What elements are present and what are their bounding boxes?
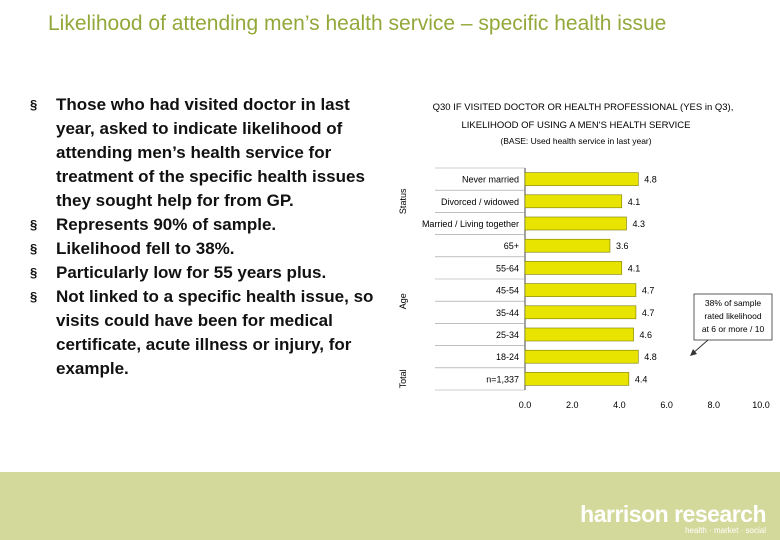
x-tick-label: 8.0 bbox=[708, 400, 721, 410]
data-label: 4.7 bbox=[642, 308, 655, 318]
x-tick-label: 10.0 bbox=[752, 400, 770, 410]
bullet-marker: § bbox=[30, 217, 38, 232]
category-label: 25-34 bbox=[496, 330, 519, 340]
data-label: 4.8 bbox=[644, 175, 657, 185]
category-label: Married / Living together bbox=[422, 219, 519, 229]
bar bbox=[524, 305, 637, 320]
bullet-marker: § bbox=[30, 97, 38, 112]
category-label: 18-24 bbox=[496, 352, 519, 362]
logo-text: harrison research bbox=[580, 501, 766, 527]
bar-chart: Q30 IF VISITED DOCTOR OR HEALTH PROFESSI… bbox=[398, 102, 773, 410]
group-label: Age bbox=[398, 293, 408, 309]
annotation-text: at 6 or more / 10 bbox=[702, 324, 765, 334]
bullet-marker: § bbox=[30, 265, 38, 280]
bullet-marker: § bbox=[30, 289, 38, 304]
chart-title-line: LIKELIHOOD OF USING A MEN'S HEALTH SERVI… bbox=[462, 120, 691, 131]
bullet-text: Not linked to a specific health issue, s… bbox=[56, 287, 374, 378]
bar bbox=[524, 349, 639, 364]
bar bbox=[524, 238, 611, 253]
group-label: Total bbox=[398, 369, 408, 388]
data-label: 4.1 bbox=[628, 263, 641, 273]
bullet-list: § Those who had visited doctor in last ye… bbox=[30, 93, 380, 381]
bullet-item: § Likelihood fell to 38%. bbox=[30, 237, 380, 261]
bullet-text: Represents 90% of sample. bbox=[56, 215, 277, 234]
x-tick-label: 6.0 bbox=[660, 400, 673, 410]
data-label: 4.7 bbox=[642, 286, 655, 296]
bar bbox=[524, 194, 623, 209]
bullet-item: § Those who had visited doctor in last ye… bbox=[30, 93, 380, 213]
chart-container: Q30 IF VISITED DOCTOR OR HEALTH PROFESSI… bbox=[388, 96, 778, 416]
x-tick-label: 2.0 bbox=[566, 400, 579, 410]
bullet-item: § Particularly low for 55 years plus. bbox=[30, 261, 380, 285]
annotation-text: rated likelihood bbox=[704, 311, 761, 321]
x-tick-label: 0.0 bbox=[519, 400, 532, 410]
bar bbox=[524, 327, 634, 342]
bullet-item: § Not linked to a specific health issue, … bbox=[30, 285, 380, 381]
annotation-box bbox=[693, 293, 773, 341]
bar bbox=[524, 261, 623, 275]
logo-tagline: health · market · social bbox=[685, 526, 766, 535]
bar bbox=[524, 283, 637, 297]
annotation-text: 38% of sample bbox=[705, 298, 761, 308]
data-label: 3.6 bbox=[616, 241, 629, 251]
annotation-arrowhead bbox=[690, 349, 697, 356]
brand-logo: harrison research health · market · soci… bbox=[580, 502, 766, 536]
category-label: n=1,337 bbox=[486, 374, 519, 384]
bullet-text: Particularly low for 55 years plus. bbox=[56, 263, 327, 282]
category-label: 35-44 bbox=[496, 308, 519, 318]
bar bbox=[524, 372, 630, 386]
category-label: Never married bbox=[462, 175, 519, 185]
category-label: Divorced / widowed bbox=[441, 197, 519, 207]
bullet-marker: § bbox=[30, 241, 38, 256]
chart-subtitle: (BASE: Used health service in last year) bbox=[500, 136, 651, 146]
bar bbox=[524, 216, 627, 231]
bullet-text: Those who had visited doctor in last yea… bbox=[56, 95, 365, 210]
footer-band: harrison research health · market · soci… bbox=[0, 472, 780, 540]
slide-title: Likelihood of attending men’s health ser… bbox=[48, 12, 667, 35]
bullet-text: Likelihood fell to 38%. bbox=[56, 239, 235, 258]
data-label: 4.6 bbox=[640, 330, 653, 340]
data-label: 4.8 bbox=[644, 352, 657, 362]
category-label: 65+ bbox=[504, 241, 519, 251]
x-tick-label: 4.0 bbox=[613, 400, 626, 410]
data-label: 4.1 bbox=[628, 197, 641, 207]
chart-title-line: Q30 IF VISITED DOCTOR OR HEALTH PROFESSI… bbox=[433, 102, 734, 113]
group-label: Status bbox=[398, 188, 408, 214]
category-label: 55-64 bbox=[496, 263, 519, 273]
data-label: 4.3 bbox=[632, 219, 645, 229]
bar bbox=[524, 172, 639, 186]
bullet-item: § Represents 90% of sample. bbox=[30, 213, 380, 237]
data-label: 4.4 bbox=[635, 374, 648, 384]
category-label: 45-54 bbox=[496, 286, 519, 296]
